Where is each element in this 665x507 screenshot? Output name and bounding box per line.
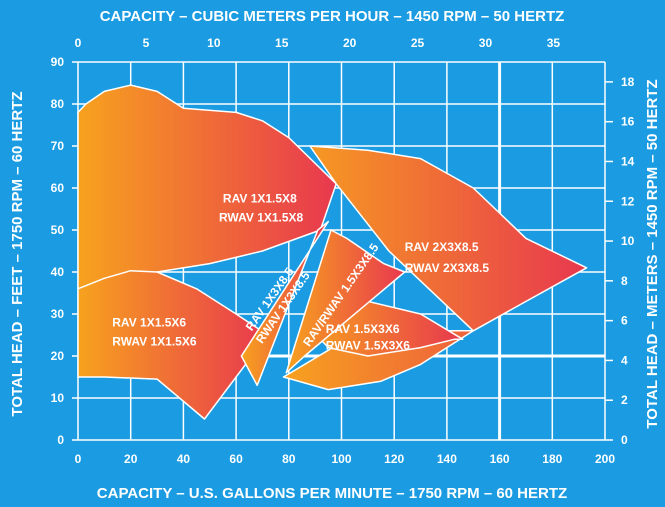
- left-tick-label: 80: [51, 97, 65, 111]
- right-tick-label: 10: [621, 234, 635, 248]
- bottom-tick-label: 180: [542, 452, 562, 466]
- region-label: RAV 2X3X8.5: [405, 240, 479, 254]
- bottom-axis-title: CAPACITY – U.S. GALLONS PER MINUTE – 175…: [97, 485, 567, 502]
- right-tick-label: 18: [621, 75, 635, 89]
- left-tick-label: 50: [51, 223, 65, 237]
- top-tick-label: 15: [275, 36, 289, 50]
- bottom-tick-label: 160: [490, 452, 510, 466]
- top-tick-label: 35: [547, 36, 561, 50]
- pump-regions: [77, 84, 588, 420]
- right-tick-label: 2: [621, 393, 628, 407]
- region-label: RAV 1.5X3X6: [326, 322, 400, 336]
- bottom-tick-label: 80: [282, 452, 296, 466]
- left-tick-label: 30: [51, 307, 65, 321]
- left-tick-label: 70: [51, 139, 65, 153]
- bottom-tick-label: 120: [384, 452, 404, 466]
- top-axis-title: CAPACITY – CUBIC METERS PER HOUR – 1450 …: [100, 8, 565, 25]
- right-tick-label: 4: [621, 353, 628, 367]
- right-axis-title: TOTAL HEAD – METERS – 1450 RPM – 50 HERT…: [644, 79, 661, 428]
- left-axis-title: TOTAL HEAD – FEET – 1750 RPM – 60 HERTZ: [9, 91, 26, 416]
- region-label: RWAV 1X1.5X6: [112, 335, 197, 349]
- right-tick-label: 16: [621, 115, 635, 129]
- left-tick-label: 60: [51, 181, 65, 195]
- top-tick-label: 0: [75, 36, 82, 50]
- pump-region-0: [77, 84, 337, 290]
- bottom-tick-label: 0: [75, 452, 82, 466]
- left-tick-label: 0: [57, 433, 64, 447]
- left-tick-label: 40: [51, 265, 65, 279]
- right-tick-label: 14: [621, 154, 635, 168]
- top-tick-label: 10: [207, 36, 221, 50]
- bottom-tick-label: 40: [177, 452, 191, 466]
- right-tick-label: 6: [621, 314, 628, 328]
- bottom-tick-label: 60: [229, 452, 243, 466]
- pump-region-1: [77, 269, 269, 420]
- region-label: RWAV 1X1.5X8: [219, 211, 304, 225]
- top-tick-label: 20: [343, 36, 357, 50]
- top-tick-label: 25: [411, 36, 425, 50]
- top-tick-label: 5: [143, 36, 150, 50]
- top-tick-label: 30: [479, 36, 493, 50]
- bottom-tick-label: 100: [331, 452, 351, 466]
- bottom-tick-label: 20: [124, 452, 138, 466]
- region-label: RWAV 1.5X3X6: [326, 339, 411, 353]
- pump-region-4: [240, 220, 330, 387]
- region-label: RAV 1X1.5X6: [112, 316, 186, 330]
- left-tick-label: 20: [51, 349, 65, 363]
- right-tick-label: 12: [621, 194, 635, 208]
- region-label: RAV 1X1.5X8: [223, 192, 297, 206]
- right-tick-label: 8: [621, 274, 628, 288]
- bottom-tick-label: 140: [437, 452, 457, 466]
- left-tick-label: 10: [51, 391, 65, 405]
- left-tick-label: 90: [51, 55, 65, 69]
- right-tick-label: 0: [621, 433, 628, 447]
- pump-region-5: [285, 229, 406, 374]
- bottom-tick-label: 200: [595, 452, 615, 466]
- region-label: RWAV 2X3X8.5: [405, 261, 490, 275]
